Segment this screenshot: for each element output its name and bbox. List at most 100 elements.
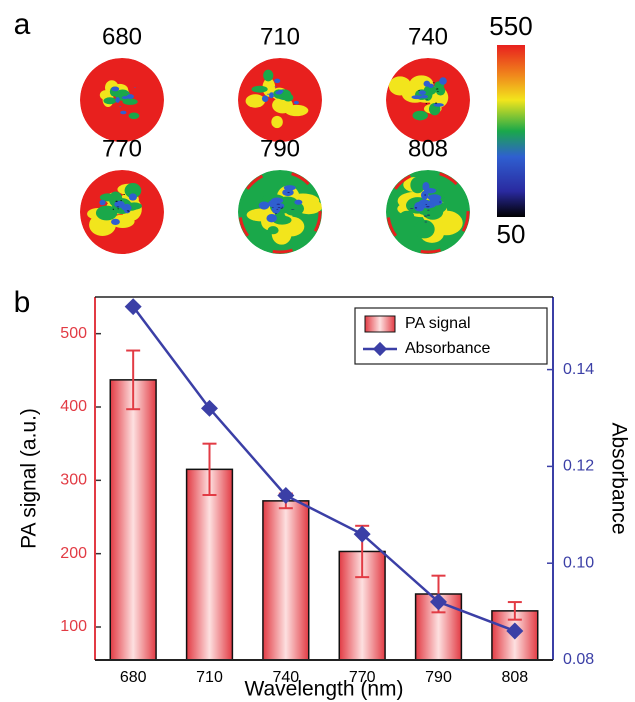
image-blob: [108, 99, 110, 100]
y-tick-label: 100: [60, 618, 87, 635]
y-tick-label: 400: [60, 398, 87, 415]
x-tick-label: 710: [196, 669, 223, 686]
image-blob: [294, 101, 299, 104]
image-blob: [275, 213, 277, 214]
y-tick-label: 500: [60, 325, 87, 342]
y-tick-label: 200: [60, 545, 87, 562]
image-blob: [428, 84, 434, 88]
image-blob: [278, 207, 281, 208]
image-blob: [415, 207, 417, 208]
bar: [263, 501, 309, 660]
image-blob: [246, 94, 265, 107]
image-blob: [123, 194, 125, 195]
heatmap-image: [80, 58, 164, 142]
image-blob: [419, 90, 426, 94]
heatmap-image: [386, 170, 470, 254]
image-blob: [291, 209, 295, 210]
y2-axis-label: Absorbance: [607, 422, 630, 534]
image-blob: [414, 202, 425, 212]
image-blob: [426, 100, 428, 101]
heatmap-image: [238, 170, 322, 254]
y-axis-label: PA signal (a.u.): [18, 408, 41, 549]
panel-label: a: [14, 8, 31, 41]
image-label: 808: [408, 135, 448, 162]
image-blob: [120, 111, 126, 115]
image-blob: [115, 97, 119, 103]
image-label: 740: [408, 23, 448, 50]
image-blob: [129, 193, 137, 200]
image-blob: [126, 92, 128, 93]
image-blob: [274, 79, 280, 83]
image-blob: [128, 112, 139, 119]
image-blob: [283, 94, 293, 102]
image-blob: [267, 94, 269, 95]
image-blob: [424, 194, 426, 195]
image-blob: [423, 88, 433, 100]
image-blob: [433, 103, 443, 107]
heatmap-image: [238, 58, 322, 142]
image-blob: [271, 116, 283, 128]
image-blob: [127, 210, 130, 211]
colorbar: [497, 45, 525, 217]
image-label: 710: [260, 23, 300, 50]
image-blob: [410, 208, 414, 209]
image-blob: [103, 97, 116, 104]
image-blob: [424, 216, 427, 217]
image-blob: [281, 208, 283, 209]
image-blob: [119, 106, 121, 107]
figure: a68071074077079080855050b100200300400500…: [0, 0, 635, 702]
y-tick-label: 300: [60, 472, 87, 489]
panel-label: b: [14, 286, 31, 319]
image-blob: [272, 207, 274, 208]
image-blob: [263, 70, 273, 82]
image-blob: [268, 200, 280, 208]
image-blob: [439, 202, 441, 203]
image-blob: [294, 200, 302, 205]
image-blob: [99, 200, 105, 205]
image-blob: [433, 83, 435, 84]
image-blob: [420, 95, 428, 99]
image-blob: [426, 103, 428, 104]
image-blob: [262, 95, 268, 102]
image-blob: [282, 207, 284, 208]
y2-tick-label: 0.10: [563, 554, 594, 571]
image-blob: [418, 90, 420, 91]
colorbar-label: 50: [497, 219, 526, 249]
legend-swatch: [365, 316, 395, 332]
image-blob: [274, 87, 277, 88]
image-blob: [272, 92, 273, 93]
image-blob: [287, 192, 289, 193]
bar: [110, 380, 156, 660]
image-blob: [268, 226, 279, 234]
y2-tick-label: 0.12: [563, 458, 594, 475]
image-blob: [424, 222, 427, 223]
image-label: 790: [260, 135, 300, 162]
image-blob: [427, 210, 430, 211]
image-blob: [273, 96, 275, 97]
image-blob: [285, 105, 309, 116]
image-blob: [281, 98, 282, 99]
image-blob: [427, 215, 430, 216]
image-label: 770: [102, 135, 142, 162]
image-blob: [252, 86, 268, 93]
image-blob: [123, 99, 138, 105]
image-blob: [435, 103, 437, 104]
y2-tick-label: 0.08: [563, 651, 594, 668]
image-blob: [266, 214, 276, 222]
image-blob: [423, 202, 434, 208]
image-blob: [422, 182, 429, 191]
image-blob: [113, 209, 115, 210]
image-label: 680: [102, 23, 142, 50]
image-blob: [436, 89, 439, 90]
image-blob: [127, 211, 129, 212]
x-tick-label: 808: [501, 669, 528, 686]
image-blob: [439, 77, 447, 84]
image-blob: [425, 204, 427, 205]
x-tick-label: 680: [120, 669, 147, 686]
image-blob: [120, 200, 122, 201]
image-blob: [259, 201, 270, 209]
image-blob: [115, 201, 117, 202]
image-blob: [437, 91, 439, 92]
heatmap-image: [80, 170, 164, 254]
y2-tick-label: 0.14: [563, 361, 594, 378]
